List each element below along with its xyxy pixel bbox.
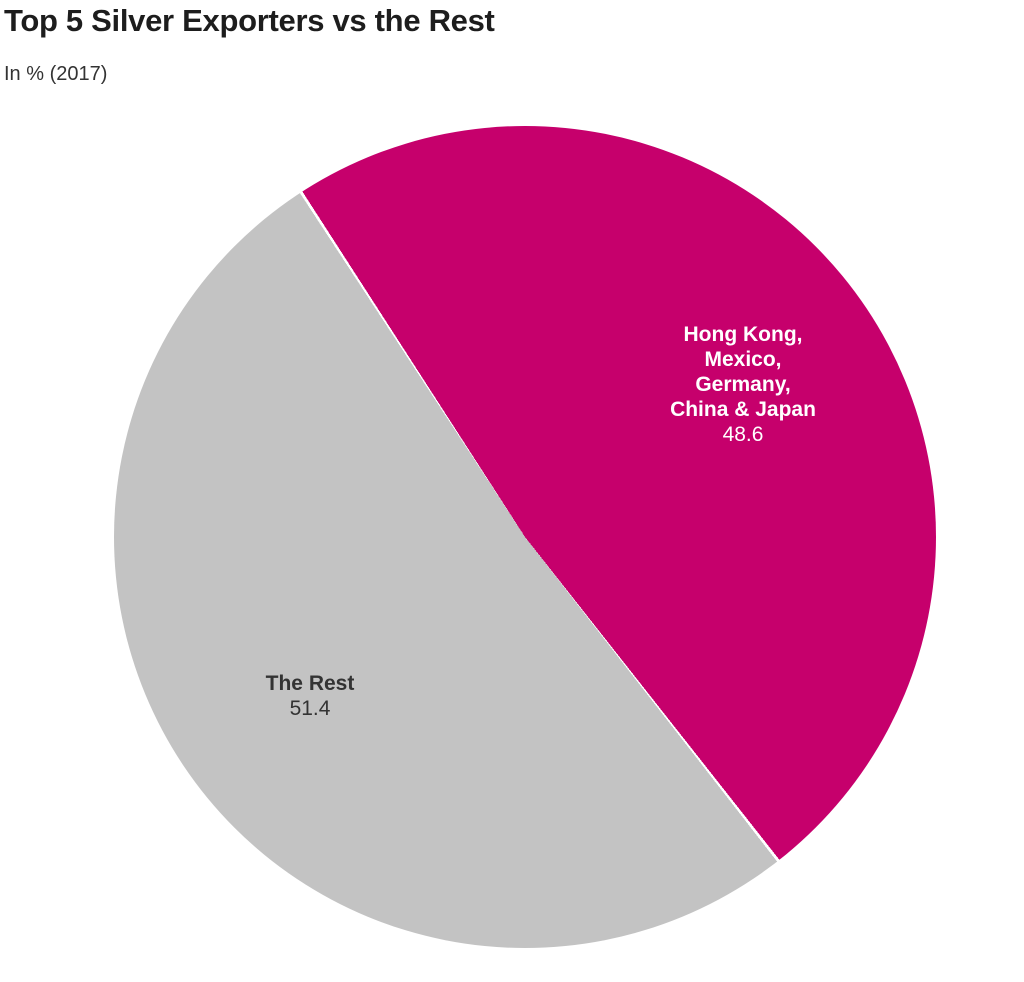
chart-subtitle: In % (2017): [4, 63, 108, 85]
slice-label-top5: Hong Kong, Mexico, Germany, China & Japa…: [670, 322, 816, 447]
slice-value-top5: 48.6: [722, 423, 764, 446]
chart-title: Top 5 Silver Exporters vs the Rest: [4, 3, 495, 38]
slice-name-rest: The Rest: [265, 672, 355, 695]
slice-name-top5: Hong Kong, Mexico, Germany, China & Japa…: [670, 323, 816, 421]
slice-label-rest: The Rest 51.4: [266, 671, 355, 721]
chart-header: Top 5 Silver Exporters vs the Rest In % …: [4, 0, 495, 86]
pie-circle: [114, 126, 936, 948]
slice-value-rest: 51.4: [289, 697, 331, 720]
